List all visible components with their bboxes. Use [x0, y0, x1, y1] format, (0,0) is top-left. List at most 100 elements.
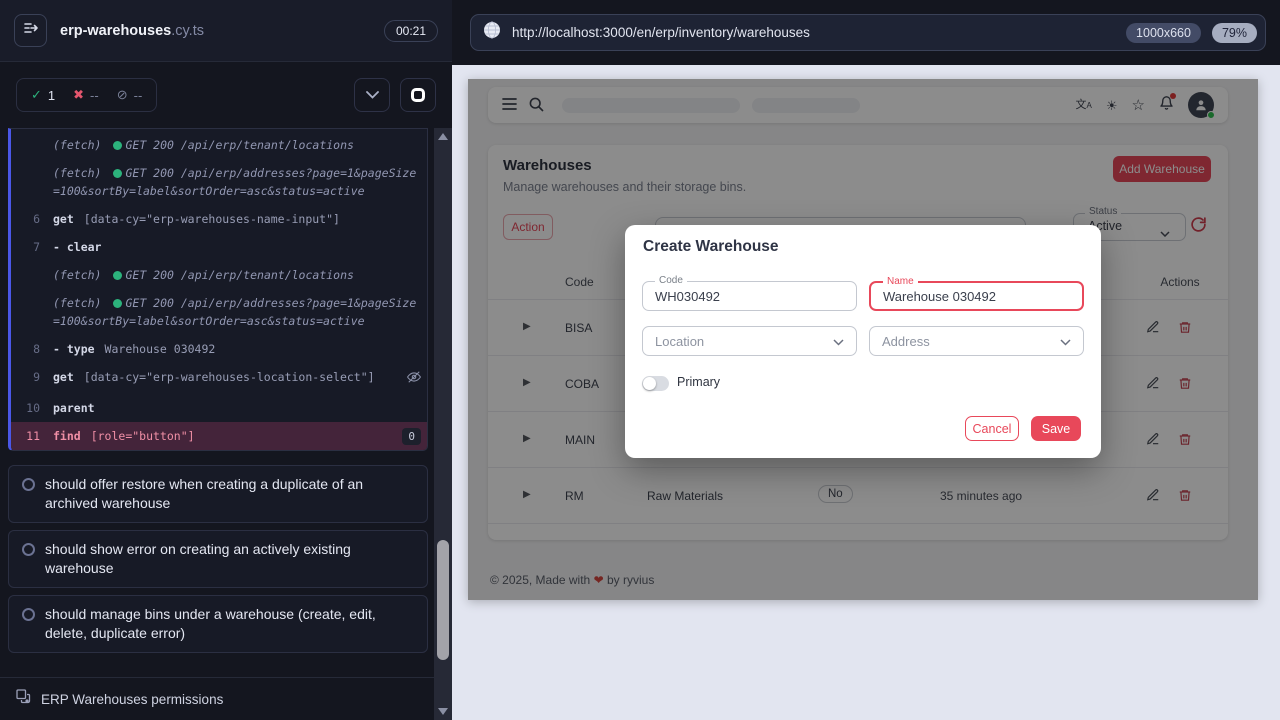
spec-header: erp-warehouses.cy.ts 00:21 — [0, 0, 452, 62]
add-warehouse-button[interactable]: Add Warehouse — [1113, 156, 1211, 182]
stats-row: ✓ 1 ✖ -- ⊘ -- — [0, 62, 452, 128]
refresh-button[interactable] — [1188, 216, 1208, 236]
delete-icon[interactable] — [1178, 320, 1192, 340]
fetch-label: (fetch) — [53, 296, 102, 310]
command-number: 8 — [33, 342, 40, 356]
cell-code: MAIN — [565, 433, 595, 447]
command-name: parent — [53, 401, 95, 415]
delete-icon[interactable] — [1178, 488, 1192, 508]
command-log-area: (fetch) GET 200 /api/erp/tenant/locations… — [8, 128, 428, 676]
edit-icon[interactable] — [1146, 432, 1160, 451]
collapse-all-button[interactable] — [354, 78, 390, 112]
command-row[interactable]: (fetch) GET 200 /api/erp/tenant/locations — [11, 261, 427, 289]
command-body: find [role="button"] — [53, 427, 402, 445]
chevron-down-icon — [833, 334, 844, 349]
expand-row-icon[interactable]: ▶ — [523, 377, 531, 388]
notification-dot — [1170, 92, 1176, 99]
status-dot — [113, 169, 123, 178]
command-row[interactable]: (fetch) GET 200 /api/erp/tenant/locations — [11, 131, 427, 159]
command-row[interactable]: 8 - type Warehouse 030492 — [11, 335, 427, 363]
table-row: ▶ MAIN — [488, 412, 1228, 468]
globe-icon — [483, 21, 501, 44]
browser-chrome: http://localhost:3000/en/erp/inventory/w… — [452, 0, 1280, 65]
address-select[interactable]: Address — [869, 326, 1084, 356]
eye-slash-icon — [406, 370, 422, 389]
edit-icon[interactable] — [1146, 320, 1160, 339]
spec-name: erp-warehouses — [60, 22, 172, 39]
edit-icon[interactable] — [1146, 376, 1160, 395]
spec-title: erp-warehouses.cy.ts — [60, 23, 371, 39]
favorites-star-icon[interactable]: ☆ — [1131, 96, 1145, 114]
heart-icon: ❤ — [593, 573, 604, 587]
notifications-bell-icon[interactable] — [1159, 92, 1176, 116]
command-name: find — [53, 429, 81, 443]
command-message: Warehouse 030492 — [104, 342, 216, 356]
header-actions: 文A ☀ ☆ — [1075, 92, 1215, 119]
expand-row-icon[interactable]: ▶ — [523, 433, 531, 444]
location-select[interactable]: Location — [642, 326, 857, 356]
specs-list-icon — [23, 20, 39, 41]
code-field-label: Code — [655, 275, 687, 287]
suite-footer[interactable]: ERP Warehouses permissions — [0, 677, 434, 720]
command-name: get — [53, 212, 74, 226]
reporter-scrollbar[interactable] — [434, 128, 452, 720]
pending-test-item[interactable]: should show error on creating an activel… — [8, 530, 428, 588]
status-select-label: Status — [1085, 206, 1122, 217]
fetch-text: GET 200 /api/erp/addresses?page=1&pageSi… — [53, 166, 417, 198]
name-field: Name — [869, 276, 1084, 311]
delete-icon[interactable] — [1178, 432, 1192, 452]
table-row: ▶ RM Raw Materials No 35 minutes ago — [488, 468, 1228, 524]
chevron-down-icon — [1160, 224, 1170, 242]
command-row[interactable]: 6 get [data-cy="erp-warehouses-name-input"… — [11, 205, 427, 233]
suite-icon — [16, 689, 31, 709]
fetch-label: (fetch) — [53, 166, 102, 180]
command-row[interactable]: (fetch) GET 200 /api/erp/addresses?page=1… — [11, 289, 427, 335]
pending-test-item[interactable]: should offer restore when creating a dup… — [8, 465, 428, 523]
search-icon[interactable] — [529, 97, 544, 114]
user-avatar[interactable] — [1188, 92, 1215, 119]
command-body: (fetch) GET 200 /api/erp/addresses?page=1… — [53, 294, 421, 330]
command-body: (fetch) GET 200 /api/erp/tenant/locations — [53, 266, 421, 284]
pending-test-title: should offer restore when creating a dup… — [45, 476, 364, 511]
url-text: http://localhost:3000/en/erp/inventory/w… — [512, 25, 810, 40]
pending-circle-icon — [22, 478, 35, 491]
check-icon: ✓ — [31, 87, 42, 102]
name-field-label: Name — [883, 276, 918, 288]
save-button[interactable]: Save — [1031, 416, 1081, 441]
command-row[interactable]: 11 find [role="button"] 0 — [11, 422, 427, 450]
url-bar[interactable]: http://localhost:3000/en/erp/inventory/w… — [470, 14, 1266, 51]
cell-name: Raw Materials — [647, 489, 724, 503]
command-row[interactable]: 7 - clear — [11, 233, 427, 261]
fetch-label: (fetch) — [53, 268, 102, 282]
action-button[interactable]: Action — [503, 214, 553, 240]
primary-toggle[interactable] — [642, 376, 669, 391]
command-row[interactable]: 9 get [data-cy="erp-warehouses-location-se… — [11, 363, 427, 394]
app-under-test: 文A ☀ ☆ Warehouses Manage warehouses and … — [468, 79, 1258, 600]
command-message: [data-cy="erp-warehouses-name-input"] — [83, 212, 340, 226]
pending-circle-icon — [22, 543, 35, 556]
delete-icon[interactable] — [1178, 376, 1192, 396]
stop-run-button[interactable] — [400, 78, 436, 112]
command-row[interactable]: (fetch) GET 200 /api/erp/addresses?page=1… — [11, 159, 427, 205]
command-row[interactable]: 10 parent — [11, 394, 427, 422]
scroll-up-arrow[interactable] — [438, 133, 448, 140]
command-body: - clear — [53, 238, 421, 256]
edit-icon[interactable] — [1146, 488, 1160, 507]
cell-code: RM — [565, 489, 584, 503]
scroll-down-arrow[interactable] — [438, 708, 448, 715]
scrollbar-thumb[interactable] — [437, 540, 449, 660]
column-header-code: Code — [565, 275, 594, 289]
expand-row-icon[interactable]: ▶ — [523, 489, 531, 500]
translate-icon[interactable]: 文A — [1075, 98, 1092, 111]
command-message: [data-cy="erp-warehouses-location-select… — [83, 370, 375, 384]
status-dot — [113, 141, 123, 150]
command-number: 6 — [33, 212, 40, 226]
pending-test-item[interactable]: should manage bins under a warehouse (cr… — [8, 595, 428, 653]
specs-list-button[interactable] — [14, 14, 47, 47]
expand-row-icon[interactable]: ▶ — [523, 321, 531, 332]
theme-sun-icon[interactable]: ☀ — [1105, 97, 1118, 113]
breadcrumb-skeleton — [562, 97, 740, 113]
stats-group: ✓ 1 ✖ -- ⊘ -- — [16, 78, 158, 112]
cancel-button[interactable]: Cancel — [965, 416, 1019, 441]
menu-icon[interactable] — [502, 98, 517, 112]
